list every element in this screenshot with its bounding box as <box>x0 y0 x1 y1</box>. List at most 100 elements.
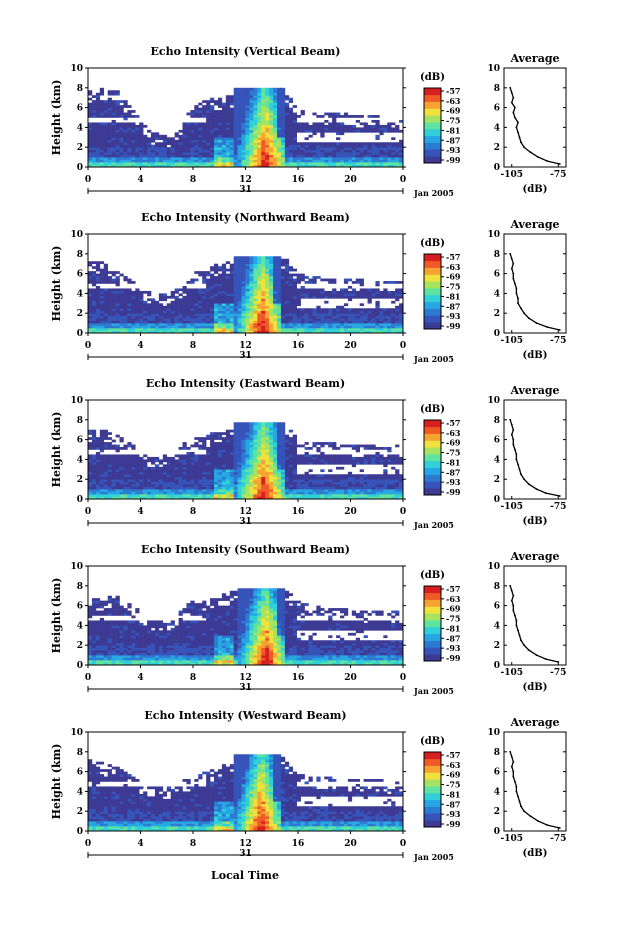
heatmap-cell <box>249 491 254 495</box>
heatmap-cell <box>143 124 148 128</box>
heatmap-cell <box>371 115 376 118</box>
heatmap-cell <box>340 159 345 163</box>
heatmap-cell <box>214 100 219 103</box>
heatmap-cell <box>119 305 124 309</box>
heatmap-cell <box>194 142 199 146</box>
heatmap-cell <box>225 285 231 289</box>
heatmap-cell <box>95 496 101 500</box>
heatmap-cell <box>103 454 108 458</box>
heatmap-cell <box>284 451 290 455</box>
heatmap-cell <box>253 273 258 277</box>
heatmap-cell <box>363 149 368 153</box>
heatmap-cell <box>320 451 325 455</box>
heatmap-cell <box>135 305 140 309</box>
heatmap-cell <box>245 107 250 111</box>
heatmap-cell <box>135 132 140 136</box>
heatmap-cell <box>88 305 93 309</box>
heatmap-cell <box>261 454 266 458</box>
heatmap-cell <box>253 491 258 495</box>
heatmap-cell <box>123 476 128 480</box>
heatmap-cell <box>355 147 360 150</box>
heatmap-cell <box>158 315 164 319</box>
heatmap-cell <box>277 484 282 487</box>
heatmap-cell <box>391 149 396 153</box>
heatmap-cell <box>371 149 376 153</box>
heatmap-cell <box>103 122 108 126</box>
heatmap-cell <box>269 318 274 321</box>
heatmap-cell <box>320 494 325 497</box>
heatmap-cell <box>332 295 337 299</box>
heatmap-cell <box>217 308 223 312</box>
heatmap-cell <box>324 112 329 116</box>
heatmap-cell <box>131 466 136 470</box>
heatmap-cell <box>249 456 254 460</box>
heatmap-cell <box>237 115 242 118</box>
heatmap-cell <box>221 154 227 158</box>
heatmap-cell <box>131 320 136 324</box>
heatmap-cell <box>257 471 262 475</box>
heatmap-cell <box>277 124 282 128</box>
heatmap-cell <box>131 459 136 463</box>
heatmap-cell <box>103 442 108 445</box>
heatmap-cell <box>135 481 140 485</box>
heatmap-cell <box>375 144 380 148</box>
heatmap-cell <box>221 449 227 453</box>
heatmap-cell <box>115 491 120 495</box>
heatmap-cell <box>387 147 392 150</box>
heatmap-cell <box>312 122 317 126</box>
heatmap-cell <box>174 310 179 314</box>
heatmap-cell <box>261 308 266 312</box>
heatmap-cell <box>265 263 270 267</box>
heatmap-cell <box>202 122 207 126</box>
heatmap-cell <box>154 134 160 138</box>
heatmap-cell <box>225 159 231 163</box>
heatmap-cell <box>186 479 191 482</box>
heatmap-cell <box>221 102 227 106</box>
heatmap-cell <box>194 313 199 316</box>
x-tick-label: 0 <box>85 175 91 185</box>
colorbar-tick-label: -63 <box>446 262 461 272</box>
heatmap-cell <box>206 278 211 282</box>
heatmap-cell <box>292 459 297 463</box>
heatmap-cell <box>237 328 242 331</box>
heatmap-cell <box>202 454 207 458</box>
heatmap-cell <box>221 115 227 118</box>
heatmap-cell <box>277 466 282 470</box>
heatmap-cell <box>280 159 286 163</box>
heatmap-cell <box>229 124 234 128</box>
heatmap-cell <box>123 491 128 495</box>
heatmap-cell <box>265 481 270 485</box>
heatmap-cell <box>186 308 191 312</box>
heatmap-cell <box>292 268 297 272</box>
heatmap-cell <box>265 451 270 455</box>
heatmap-cell <box>202 159 207 163</box>
heatmap-cell <box>103 298 108 302</box>
heatmap-cell <box>347 320 353 324</box>
heatmap-cell <box>284 124 290 128</box>
heatmap-cell <box>127 476 132 480</box>
heatmap-cell <box>217 461 223 465</box>
heatmap-cell <box>312 295 317 299</box>
heatmap-cell <box>154 142 160 146</box>
heatmap-cell <box>265 471 270 475</box>
heatmap-cell <box>88 328 93 331</box>
heatmap-cell <box>186 152 191 155</box>
heatmap-cell <box>288 273 294 277</box>
heatmap-cell <box>103 124 108 128</box>
heatmap-cell <box>324 149 329 153</box>
heatmap-cell <box>277 119 282 123</box>
heatmap-cell <box>123 447 128 450</box>
heatmap-cell <box>135 466 140 470</box>
heatmap-cell <box>217 313 223 316</box>
heatmap-cell <box>174 134 179 138</box>
heatmap-cell <box>241 124 246 128</box>
heatmap-cell <box>111 447 116 450</box>
heatmap-cell <box>324 147 329 150</box>
heatmap-cell <box>379 320 384 324</box>
heatmap-cell <box>257 271 262 274</box>
heatmap-cell <box>328 330 333 334</box>
heatmap-cell <box>265 489 270 492</box>
heatmap-cell <box>261 154 266 158</box>
heatmap-cell <box>280 456 286 460</box>
heatmap-cell <box>277 90 282 94</box>
